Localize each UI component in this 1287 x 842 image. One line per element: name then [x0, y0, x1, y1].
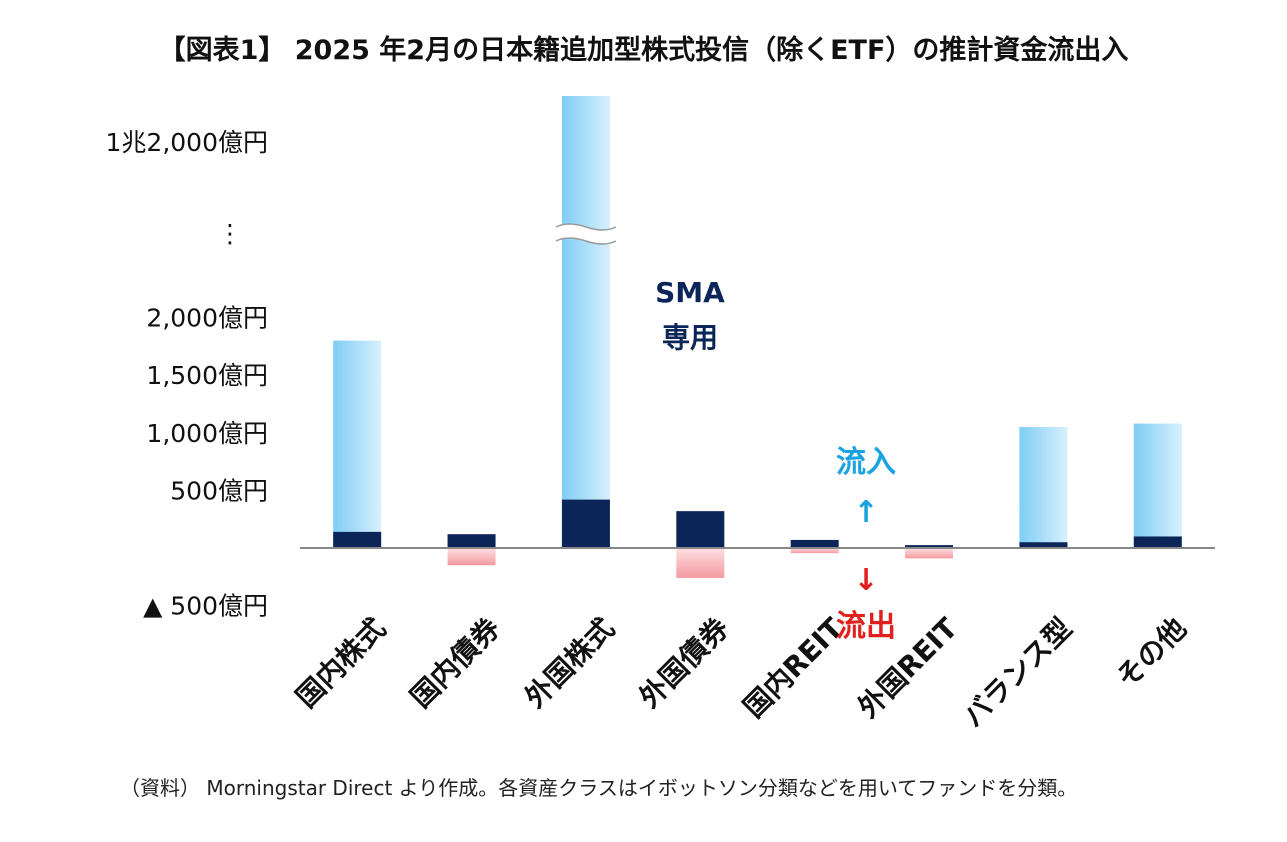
- sma-annotation: SMA: [655, 276, 725, 309]
- inflow-bar: [1019, 427, 1068, 548]
- outflow-annotation: 流出: [836, 609, 896, 644]
- sma-bar: [333, 531, 382, 548]
- outflow-bar: [447, 548, 496, 566]
- inflow-annotation: 流入: [836, 445, 896, 480]
- outflow-arrow-icon: ↓: [853, 563, 878, 598]
- y-tick-label: 1,000億円: [146, 419, 268, 448]
- category-label: 外国株式: [518, 612, 621, 715]
- sma-bar: [447, 534, 496, 548]
- inflow-bar: [561, 96, 610, 548]
- y-tick-label: 1,500億円: [146, 361, 268, 390]
- sma-annotation: 専用: [662, 321, 718, 354]
- axis-break-line: [555, 223, 617, 231]
- category-label: 外国債券: [633, 611, 736, 714]
- y-tick-label: 500億円: [170, 476, 268, 505]
- y-axis-break-ellipsis: ⋮: [218, 219, 243, 248]
- sma-bar: [905, 545, 954, 548]
- sma-bar: [1133, 536, 1182, 548]
- category-label: その他: [1110, 612, 1193, 695]
- source-note: （資料） Morningstar Direct より作成。各資産クラスはイボット…: [120, 776, 1078, 800]
- category-label: 国内株式: [290, 612, 393, 715]
- inflow-bar: [1133, 423, 1182, 548]
- sma-bar: [790, 539, 839, 548]
- y-tick-label: ▲ 500億円: [143, 592, 268, 621]
- outflow-bar: [676, 548, 725, 578]
- sma-bar: [561, 499, 610, 548]
- sma-bar: [676, 511, 725, 548]
- inflow-arrow-icon: ↑: [853, 495, 878, 530]
- category-label: 国内債券: [404, 611, 507, 714]
- axis-break-line: [555, 237, 617, 245]
- y-tick-label: 1兆2,000億円: [106, 128, 268, 157]
- outflow-bar: [905, 548, 954, 559]
- sma-bar: [1019, 542, 1068, 548]
- inflow-bar: [333, 340, 382, 548]
- outflow-bar: [790, 548, 839, 554]
- category-label: 国内REIT: [737, 612, 850, 725]
- chart-title: 【図表1】 2025 年2月の日本籍追加型株式投信（除くETF）の推計資金流出入: [158, 35, 1129, 66]
- category-label: バランス型: [956, 612, 1078, 734]
- axis-break-gap: [555, 224, 616, 244]
- y-tick-label: 2,000億円: [146, 304, 268, 333]
